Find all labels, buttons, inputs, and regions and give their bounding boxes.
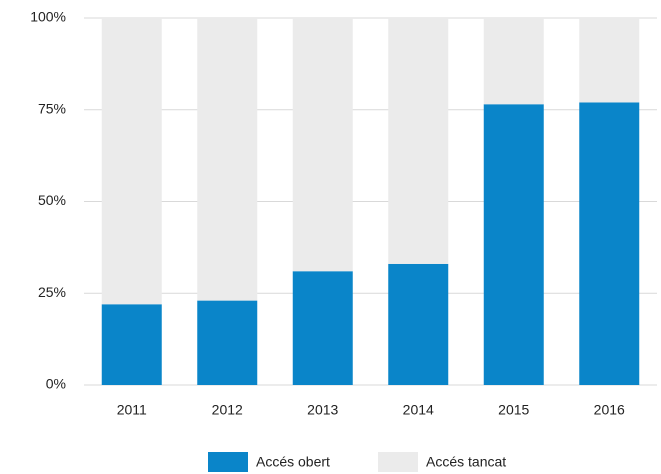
x-tick-label: 2015 (498, 402, 529, 418)
x-tick-label: 2011 (117, 402, 147, 418)
bar-segment (101, 18, 162, 305)
bar-segment (292, 18, 353, 272)
bar-segment (483, 104, 544, 386)
legend-swatch (208, 452, 248, 472)
bar-segment (197, 300, 258, 385)
bar-segment (101, 304, 162, 385)
x-tick-label: 2016 (594, 402, 625, 418)
bar-segment (388, 263, 449, 385)
y-tick-label: 100% (30, 9, 66, 25)
x-tick-label: 2013 (307, 402, 338, 418)
legend-swatch (378, 452, 418, 472)
bar-segment (292, 271, 353, 385)
bar-segment (388, 18, 449, 264)
legend-label: Accés obert (256, 454, 330, 470)
y-tick-label: 75% (38, 100, 66, 116)
bar-segment (197, 18, 258, 301)
legend-label: Accés tancat (426, 454, 506, 470)
bar-segment (579, 18, 640, 103)
x-tick-label: 2012 (212, 402, 243, 418)
bar-segment (483, 18, 544, 105)
y-tick-label: 25% (38, 284, 66, 300)
bar-segment (579, 102, 640, 385)
y-tick-label: 50% (38, 192, 66, 208)
y-tick-label: 0% (46, 376, 66, 392)
x-tick-label: 2014 (403, 402, 434, 418)
